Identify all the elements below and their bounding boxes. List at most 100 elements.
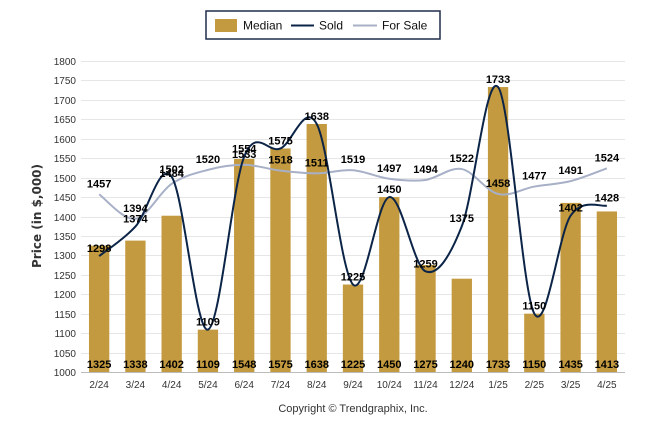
x-tick-6-24: 6/24 — [234, 380, 254, 391]
bar-4-24 — [161, 215, 182, 372]
y-tick-1750: 1750 — [54, 76, 77, 87]
x-tick-12-24: 12/24 — [449, 380, 474, 391]
for-sale-label-11-24: 1494 — [413, 164, 438, 176]
median-label-6-24: 1548 — [232, 359, 256, 371]
sold-label-1-25: 1733 — [486, 74, 510, 86]
sold-label-4-25: 1428 — [595, 193, 619, 205]
for-sale-label-4-24: 1484 — [159, 168, 184, 180]
sold-label-4-24: 1502 — [159, 164, 183, 176]
median-bars — [88, 87, 618, 372]
sold-label-9-24: 1225 — [341, 272, 365, 284]
y-tick-1050: 1050 — [54, 349, 77, 360]
for-sale-label-4-25: 1524 — [595, 152, 620, 164]
median-label-9-24: 1225 — [341, 359, 365, 371]
x-tick-3-25: 3/25 — [561, 380, 581, 391]
y-tick-1600: 1600 — [54, 135, 77, 146]
sold-label-2-25: 1150 — [522, 301, 546, 313]
y-tick-1100: 1100 — [54, 329, 76, 340]
sold-label-12-24: 1375 — [450, 213, 474, 225]
x-tick-2-24: 2/24 — [89, 380, 109, 391]
x-tick-2-25: 2/25 — [525, 380, 545, 391]
legend-label-for-sale: For Sale — [382, 19, 428, 33]
for-sale-label-5-24: 1520 — [196, 154, 220, 166]
x-tick-7-24: 7/24 — [271, 380, 291, 391]
copyright-text: Copyright © Trendgraphix, Inc. — [278, 403, 427, 415]
x-tick-3-24: 3/24 — [126, 380, 146, 391]
y-tick-1250: 1250 — [54, 271, 77, 282]
legend-label-median: Median — [243, 19, 282, 33]
y-tick-1700: 1700 — [54, 96, 77, 107]
for-sale-label-10-24: 1497 — [377, 163, 401, 175]
for-sale-label-3-24: 1394 — [123, 203, 148, 215]
x-tick-4-25: 4/25 — [597, 380, 617, 391]
y-tick-1300: 1300 — [54, 251, 77, 262]
y-tick-1500: 1500 — [54, 174, 77, 185]
y-tick-1650: 1650 — [54, 115, 77, 126]
for-sale-label-2-25: 1477 — [522, 171, 546, 183]
bar-12-24 — [451, 278, 472, 372]
bar-8-24 — [306, 123, 327, 372]
trend-lines — [98, 84, 608, 331]
median-label-2-24: 1325 — [87, 359, 111, 371]
bar-7-24 — [270, 148, 291, 372]
y-tick-1000: 1000 — [54, 368, 77, 379]
for-sale-label-7-24: 1518 — [268, 155, 292, 167]
for-sale-label-12-24: 1522 — [450, 153, 474, 165]
y-tick-1200: 1200 — [54, 290, 77, 301]
bar-10-24 — [379, 197, 400, 372]
for-sale-label-3-25: 1491 — [558, 165, 582, 177]
y-tick-1550: 1550 — [54, 154, 77, 165]
median-label-7-24: 1575 — [268, 359, 292, 371]
x-tick-5-24: 5/24 — [198, 380, 218, 391]
bar-3-24 — [125, 240, 146, 372]
y-tick-1150: 1150 — [54, 310, 76, 321]
x-tick-8-24: 8/24 — [307, 380, 327, 391]
for-sale-line — [98, 163, 608, 220]
x-tick-1-25: 1/25 — [488, 380, 508, 391]
bar-9-24 — [342, 284, 364, 372]
x-axis-ticks: 2/24 3/24 4/24 5/24 6/24 7/24 8/24 9/24 10/24 11/… — [89, 380, 617, 391]
median-label-1-25: 1733 — [486, 359, 510, 371]
sold-label-2-24: 1298 — [87, 243, 111, 255]
x-tick-4-24: 4/24 — [162, 380, 182, 391]
sold-label-5-24: 1109 — [196, 317, 220, 329]
sold-label-10-24: 1450 — [377, 184, 401, 196]
for-sale-label-1-25: 1458 — [486, 178, 510, 190]
bar-3-25 — [560, 202, 581, 372]
bar-5-24 — [197, 329, 219, 372]
bar-1-25 — [487, 87, 509, 372]
data-labels: 1325 1338 1402 1109 1548 1575 1638 1225 1450 1275… — [87, 74, 620, 371]
sold-label-6-24: 1554 — [232, 144, 257, 156]
bar-2-25 — [524, 313, 545, 372]
legend-swatch-median — [215, 19, 237, 32]
y-tick-1450: 1450 — [54, 193, 77, 204]
for-sale-label-2-24: 1457 — [87, 178, 111, 190]
y-tick-1400: 1400 — [54, 213, 77, 224]
x-tick-10-24: 10/24 — [377, 380, 402, 391]
legend: Median Sold For Sale — [205, 10, 441, 40]
bar-4-25 — [596, 211, 618, 372]
sold-label-8-24: 1638 — [304, 111, 328, 123]
median-label-4-25: 1413 — [595, 359, 619, 371]
bar-11-24 — [415, 265, 436, 372]
bar-2-24 — [88, 245, 110, 372]
sold-line — [98, 84, 608, 331]
median-label-3-24: 1338 — [123, 359, 147, 371]
y-axis-ticks: 1000 1050 1100 1150 1200 1250 1300 1350 1400 1450… — [54, 57, 77, 379]
sold-label-3-25: 1402 — [558, 203, 582, 215]
median-label-3-25: 1435 — [558, 359, 582, 371]
sold-label-3-24: 1374 — [123, 214, 148, 226]
median-label-11-24: 1275 — [413, 359, 437, 371]
median-label-4-24: 1402 — [159, 359, 183, 371]
legend-box — [205, 10, 441, 40]
for-sale-label-8-24: 1511 — [305, 157, 329, 169]
bar-6-24 — [234, 158, 255, 372]
x-tick-9-24: 9/24 — [343, 380, 363, 391]
x-tick-11-24: 11/24 — [413, 380, 438, 391]
median-label-8-24: 1638 — [304, 359, 328, 371]
y-tick-1800: 1800 — [54, 57, 77, 68]
median-label-5-24: 1109 — [196, 359, 220, 371]
median-label-12-24: 1240 — [450, 359, 474, 371]
for-sale-label-6-24: 1533 — [232, 149, 256, 161]
